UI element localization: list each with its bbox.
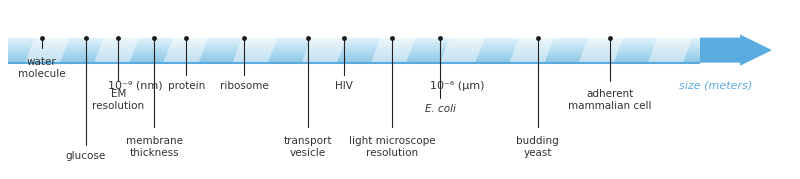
Text: 10⁻⁶ (μm): 10⁻⁶ (μm) (430, 81, 485, 91)
Bar (8, 42, 700, 43)
Text: glucose: glucose (66, 151, 106, 161)
Bar (8, 62, 700, 63)
Polygon shape (578, 38, 623, 63)
Bar (8, 53, 700, 54)
Text: EM
resolution: EM resolution (92, 89, 145, 111)
Bar (8, 50, 700, 51)
Polygon shape (94, 38, 139, 63)
Bar (8, 54, 700, 55)
Bar (8, 56, 700, 57)
Polygon shape (25, 38, 70, 63)
Text: 10⁻⁹ (nm): 10⁻⁹ (nm) (108, 81, 162, 91)
Text: transport
vesicle: transport vesicle (284, 136, 332, 158)
Text: light microscope
resolution: light microscope resolution (349, 136, 435, 158)
Polygon shape (440, 38, 485, 63)
Polygon shape (163, 38, 208, 63)
Bar (8, 49, 700, 50)
Polygon shape (648, 38, 693, 63)
Text: water
molecule: water molecule (18, 57, 66, 79)
Text: adherent
mammalian cell: adherent mammalian cell (568, 89, 651, 111)
Bar (8, 59, 700, 60)
Bar (8, 43, 700, 44)
Text: protein: protein (168, 81, 205, 91)
Text: E. coli: E. coli (425, 104, 455, 114)
Bar (8, 61, 700, 62)
Text: membrane
thickness: membrane thickness (126, 136, 183, 158)
Bar (8, 46, 700, 47)
Polygon shape (510, 38, 554, 63)
Bar (8, 55, 700, 56)
Bar (8, 58, 700, 59)
Polygon shape (233, 38, 278, 63)
Bar (8, 44, 700, 45)
Bar (8, 47, 700, 48)
Text: HIV: HIV (335, 81, 353, 91)
Bar (8, 60, 700, 61)
Polygon shape (302, 38, 346, 63)
Bar (8, 38, 700, 39)
Polygon shape (371, 38, 416, 63)
Bar (8, 41, 700, 42)
Bar (8, 57, 700, 58)
Bar (8, 39, 700, 40)
Bar (8, 45, 700, 46)
Bar (8, 40, 700, 41)
Text: ribosome: ribosome (220, 81, 268, 91)
Text: size (meters): size (meters) (679, 81, 753, 91)
Bar (8, 52, 700, 53)
Bar (8, 48, 700, 49)
Text: budding
yeast: budding yeast (516, 136, 559, 158)
FancyArrow shape (700, 34, 772, 66)
Bar (8, 51, 700, 52)
